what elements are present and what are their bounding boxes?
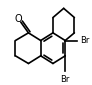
Text: O: O	[15, 14, 22, 24]
Text: Br: Br	[61, 75, 70, 84]
Text: Br: Br	[80, 36, 89, 45]
